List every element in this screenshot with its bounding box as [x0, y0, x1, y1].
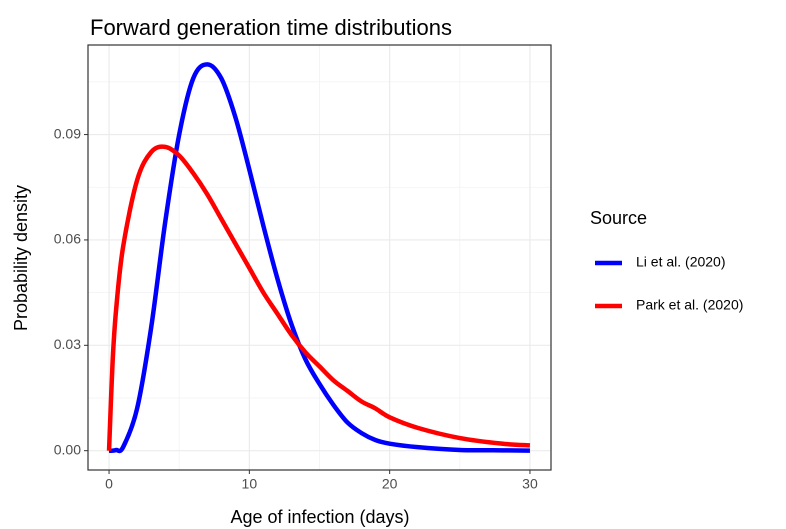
- plot-border: [87, 44, 552, 471]
- x-tick-label: 20: [382, 476, 398, 492]
- x-tick-label: 30: [522, 476, 538, 492]
- legend-label: Li et al. (2020): [636, 254, 726, 270]
- y-tick-label: 0.00: [54, 441, 81, 457]
- x-axis-label: Age of infection (days): [230, 507, 409, 527]
- y-tick-label: 0.09: [54, 125, 81, 141]
- legend-label: Park et al. (2020): [636, 297, 743, 313]
- line-series: [106, 144, 531, 451]
- y-tick-label: 0.03: [54, 336, 81, 352]
- x-tick-label: 10: [242, 476, 258, 492]
- chart-title: Forward generation time distributions: [90, 15, 452, 40]
- x-tick-label: 0: [105, 476, 113, 492]
- y-tick-label: 0.06: [54, 231, 81, 247]
- y-axis-label: Probability density: [11, 185, 31, 331]
- legend-title: Source: [590, 208, 647, 228]
- line-series: [109, 62, 530, 454]
